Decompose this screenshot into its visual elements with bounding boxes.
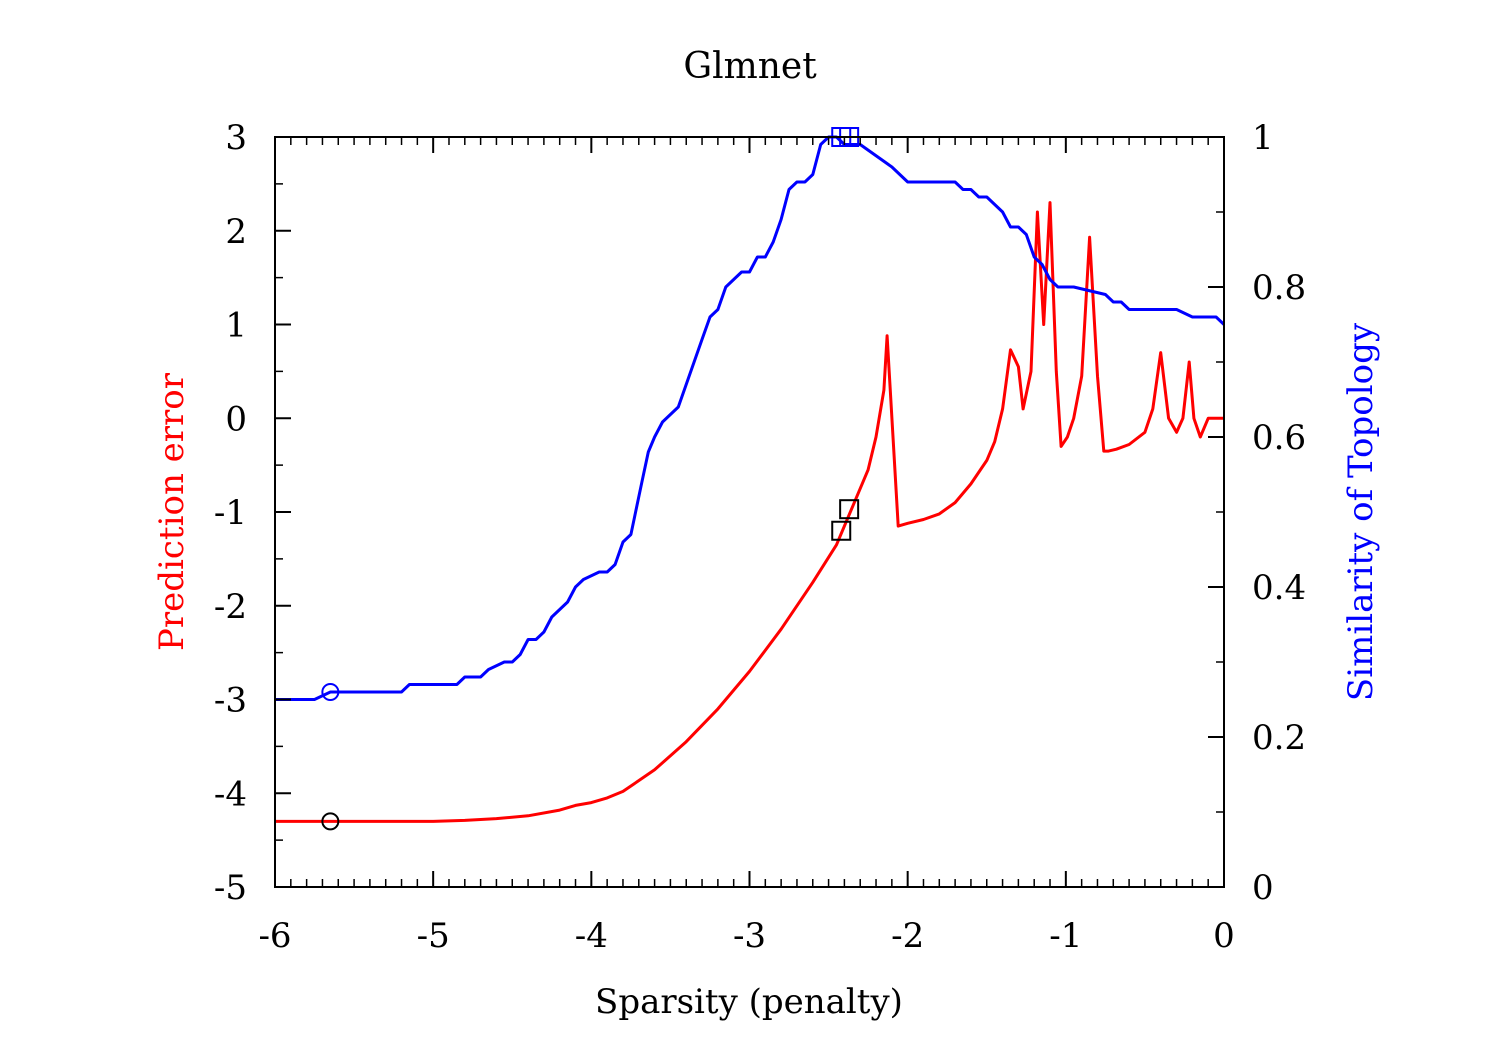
y-right-tick-label: 1: [1252, 118, 1274, 158]
y-left-tick-label: -5: [214, 868, 247, 908]
y-left-tick-label: -2: [214, 587, 247, 627]
x-tick-label: -5: [417, 916, 450, 956]
tick-layer: -6 -5 -4 -3 -2 -1 0 -5 -4 -3 -2 -1 0 1 2 3 0 0.2 0.4 0.6 0.8…: [214, 118, 1306, 956]
y-left-tick-label: 2: [225, 212, 247, 252]
y-right-axis-title: Similarity of Topology: [1341, 322, 1381, 701]
y-right-tick-label: 0.8: [1252, 268, 1306, 308]
y-left-tick-label: 1: [225, 306, 247, 346]
y-left-tick-label: 3: [225, 118, 247, 158]
y-left-tick-label: -3: [214, 681, 247, 721]
y-left-tick-label: -4: [214, 774, 247, 814]
y-right-tick-label: 0: [1252, 868, 1274, 908]
x-tick-label: -3: [733, 916, 766, 956]
circle-marker: [321, 683, 340, 701]
y-right-tick-label: 0.2: [1252, 718, 1306, 758]
x-tick-label: -4: [575, 916, 608, 956]
x-axis-title: Sparsity (penalty): [595, 982, 903, 1022]
x-tick-label: -1: [1049, 916, 1082, 956]
x-tick-label: -2: [891, 916, 924, 956]
chart-title: Glmnet: [683, 46, 817, 87]
y-right-tick-label: 0.4: [1252, 568, 1306, 608]
circle-marker: [321, 812, 340, 831]
square-marker: [831, 520, 852, 541]
series-layer: [275, 135, 1226, 823]
y-left-tick-label: -1: [214, 493, 247, 533]
square-marker: [839, 499, 860, 520]
x-tick-label: -6: [258, 916, 291, 956]
similarity-line: [275, 135, 1226, 701]
x-tick-label: 0: [1213, 916, 1235, 956]
y-right-tick-label: 0.6: [1252, 418, 1306, 458]
y-left-axis-title: Prediction error: [152, 372, 192, 651]
plot-frame: [274, 136, 1225, 888]
error-line: [275, 201, 1224, 823]
y-left-tick-label: 0: [225, 399, 247, 439]
